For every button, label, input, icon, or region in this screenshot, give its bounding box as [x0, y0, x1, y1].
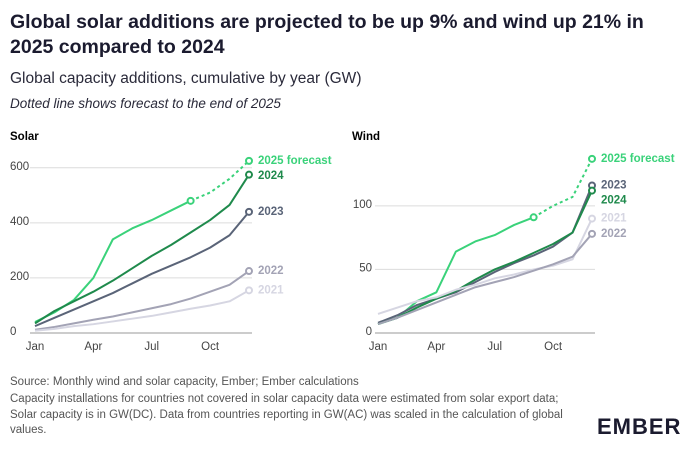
series-line: [377, 190, 593, 326]
series-line: [34, 199, 192, 323]
y-tick-label: 50: [359, 262, 372, 274]
y-tick-label: 400: [10, 216, 29, 228]
x-tick-label: Jul: [144, 341, 159, 353]
series-label: 2023: [601, 180, 627, 192]
chart-title: Solar: [10, 131, 39, 143]
y-tick-label: 200: [10, 271, 29, 283]
series-line: [34, 289, 250, 332]
y-tick-label: 600: [10, 161, 29, 173]
series-line: [34, 270, 250, 331]
x-tick-label: Jan: [369, 341, 388, 353]
series-label: 2025 forecast: [258, 155, 332, 167]
point-marker: [529, 213, 538, 222]
series-label: 2023: [258, 206, 284, 218]
series-label: 2025 forecast: [601, 153, 675, 165]
y-tick-label: 0: [366, 326, 372, 338]
note: Dotted line shows forecast to the end of…: [10, 96, 281, 111]
series-label: 2022: [601, 228, 627, 240]
y-tick-label: 0: [10, 326, 16, 338]
x-tick-label: Apr: [84, 341, 102, 353]
point-marker: [245, 156, 253, 165]
series-label: 2021: [258, 284, 284, 296]
series-line: [34, 211, 250, 328]
chart-title: Wind: [352, 131, 380, 143]
point-marker: [588, 229, 596, 238]
point-marker: [186, 196, 195, 205]
series-label: 2024: [258, 170, 284, 182]
x-tick-label: Oct: [544, 341, 563, 353]
series-line: [190, 160, 250, 202]
point-marker: [245, 207, 253, 216]
point-marker: [245, 286, 253, 295]
footnote: Capacity installations for countries not…: [10, 393, 563, 436]
series-line: [34, 174, 250, 325]
title: Global solar additions are projected to …: [10, 11, 644, 58]
point-marker: [588, 154, 596, 163]
series-line: [377, 185, 593, 324]
source: Source: Monthly wind and solar capacity,…: [10, 376, 359, 388]
point-marker: [245, 267, 253, 276]
series-line: [377, 216, 535, 326]
logo: EMBER: [597, 414, 682, 439]
series-line: [377, 233, 593, 326]
x-tick-label: Jan: [26, 341, 45, 353]
x-tick-label: Jul: [487, 341, 502, 353]
series-label: 2021: [601, 213, 627, 225]
subtitle: Global capacity additions, cumulative by…: [10, 70, 362, 87]
point-marker: [588, 186, 596, 195]
y-tick-label: 100: [353, 199, 372, 211]
charts: Solar 0 200 400 600 Jan Apr Jul Oct 2025 forecast…: [10, 131, 675, 353]
point-marker: [245, 170, 253, 179]
x-tick-label: Oct: [201, 341, 220, 353]
series-line: [377, 218, 593, 315]
series-label: 2024: [601, 195, 627, 207]
series-label: 2022: [258, 265, 284, 277]
x-tick-label: Apr: [427, 341, 445, 353]
point-marker: [588, 214, 596, 223]
